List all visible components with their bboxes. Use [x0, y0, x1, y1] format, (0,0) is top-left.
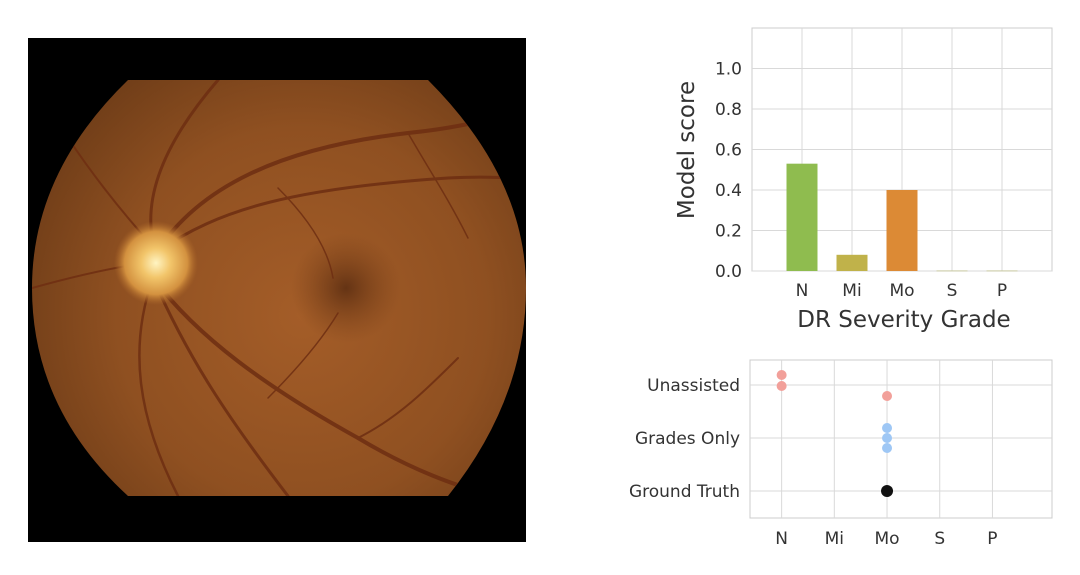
dot-grades-only-Mo	[882, 433, 893, 443]
dot-ground-truth-Mo	[881, 485, 894, 497]
bar-Mi	[836, 254, 868, 271]
y-tick-label: 1.0	[715, 60, 742, 80]
y-tick-label: 0.4	[715, 181, 742, 201]
bar-S	[936, 270, 968, 272]
x-tick-label: N	[796, 281, 809, 301]
x-tick-label: P	[987, 529, 997, 549]
x-tick-label: Mo	[874, 529, 899, 549]
y-tick-label: 0.0	[715, 262, 742, 282]
y-tick-label: 0.8	[715, 100, 742, 120]
x-tick-label: P	[997, 281, 1007, 301]
dot-unassisted-Mo	[882, 391, 893, 401]
dot-grades-only-Mo	[882, 423, 893, 433]
y-tick-label: 0.2	[715, 222, 742, 242]
row-label: Unassisted	[647, 376, 740, 396]
x-tick-label: S	[947, 281, 958, 301]
dot-unassisted-N	[776, 381, 787, 391]
x-tick-label: Mi	[825, 529, 844, 549]
bar-P	[986, 270, 1018, 272]
x-tick-label: N	[775, 529, 788, 549]
bar-Mo	[886, 190, 918, 271]
row-label: Ground Truth	[629, 482, 740, 502]
x-tick-label: Mi	[842, 281, 861, 301]
x-tick-label: Mo	[889, 281, 914, 301]
grader-dot-chart: N Mi Mo S P Unassisted Grades Only Ground Truth	[629, 359, 1053, 549]
y-tick-label: 0.6	[715, 141, 742, 161]
model-score-bar-chart: 0.0 0.2 0.4 0.6 0.8 1.0 N Mi Mo S P DR Severity Gra…	[674, 27, 1053, 333]
bar-N	[786, 163, 818, 271]
dot-unassisted-N	[776, 370, 787, 380]
fundus-photo	[28, 38, 526, 542]
y-axis-title: Model score	[674, 81, 700, 219]
row-label: Grades Only	[635, 429, 740, 449]
dot-grades-only-Mo	[882, 443, 893, 453]
x-axis-title: DR Severity Grade	[797, 307, 1010, 333]
dot-plot-area	[749, 359, 1053, 519]
x-tick-label: S	[934, 529, 945, 549]
retina-fundus-icon	[28, 38, 526, 542]
